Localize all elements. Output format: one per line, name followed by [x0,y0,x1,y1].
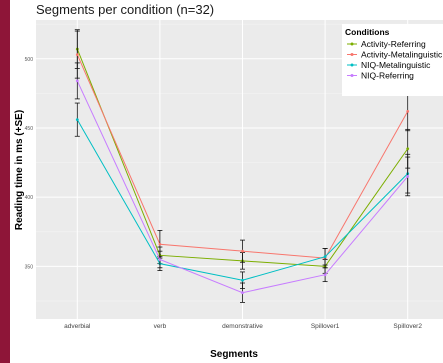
y-axis-title: Reading time in ms (+SE) [14,110,25,230]
x-axis-ticks: adverbial verb demonstrative Spillover1 Spil… [64,323,422,330]
legend-item: Activity-Metalinguistic [347,50,443,60]
legend-items: Activity-ReferringActivity-Metalinguisti… [347,39,443,81]
data-point [241,278,244,282]
x-axis-title: Segments [210,349,258,360]
x-tick-label: demonstrative [222,323,263,330]
chart-title: Segments per condition (n=32) [36,2,214,17]
legend-item: Activity-Referring [347,39,426,49]
data-point [406,175,410,178]
legend-label: NIQ-Metalinguistic [361,60,431,70]
legend-item: NIQ-Referring [347,71,414,81]
line-chart: Segments per condition (n=32) 350 400 450 5… [14,2,443,360]
legend-key-point [350,74,354,77]
data-point [75,79,79,83]
legend: Conditions Activity-ReferringActivity-Me… [342,24,443,96]
data-point [406,109,410,113]
legend-label: NIQ-Referring [361,71,414,81]
data-point [241,249,244,253]
x-tick-label: Spillover1 [311,323,340,330]
data-point [241,291,244,295]
y-axis-ticks: 350 400 450 500 [25,57,34,271]
data-point [406,147,410,151]
data-point [158,242,162,246]
x-tick-label: adverbial [64,323,91,330]
y-tick-label: 400 [25,195,34,201]
legend-label: Activity-Metalinguistic [361,50,443,60]
legend-key-point [350,42,354,46]
legend-title: Conditions [345,27,390,37]
legend-key-point [350,53,354,56]
data-point [323,255,327,259]
y-tick-label: 500 [25,57,34,63]
data-point [158,258,162,261]
legend-label: Activity-Referring [361,39,426,49]
data-point [75,53,79,57]
x-tick-label: Spillover2 [393,323,422,330]
series-4 [74,62,411,303]
data-point [75,118,79,122]
x-tick-label: verb [154,323,167,330]
legend-background [342,24,443,96]
y-tick-label: 350 [25,264,34,270]
series-group [74,29,411,303]
data-point [323,273,327,277]
legend-key-point [350,63,354,67]
chart-container: Segments per condition (n=32) 350 400 450 5… [10,0,443,363]
y-tick-label: 450 [25,126,34,132]
legend-item: NIQ-Metalinguistic [347,60,431,70]
